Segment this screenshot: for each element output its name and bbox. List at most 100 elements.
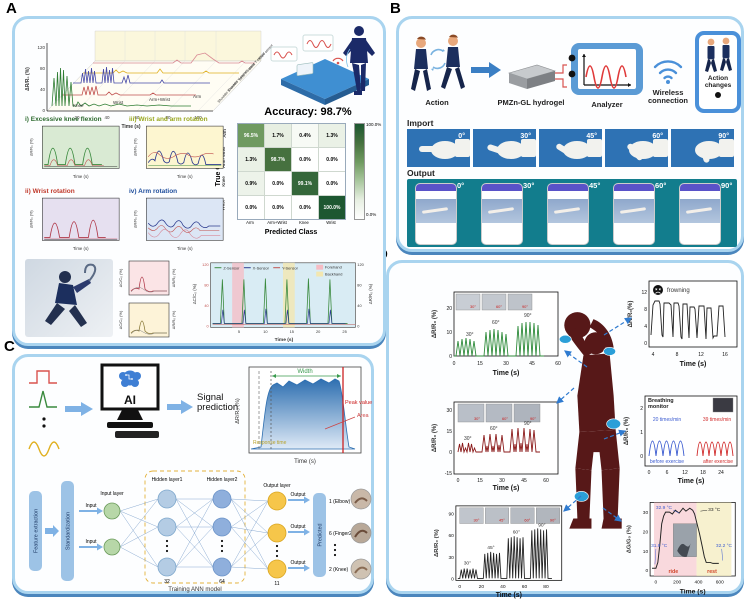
flow-arrow-1 bbox=[471, 62, 501, 78]
cap1-ylabel: ΔC/C₀ (%) bbox=[118, 268, 123, 287]
mini4-ylabel: ΔR/R₀ (%) bbox=[134, 210, 138, 228]
elbow-xtick-45: 45 bbox=[521, 478, 527, 484]
knee-ylabel: ΔR/R₀ (%) bbox=[434, 529, 440, 557]
hidden2-count: 64 bbox=[219, 579, 225, 585]
panel-a-label: A bbox=[6, 0, 17, 17]
wf-xtick-60: 60 bbox=[134, 115, 140, 120]
predicted-dots bbox=[333, 543, 337, 557]
import-angle-3: 60° bbox=[652, 132, 663, 140]
cap1-frame bbox=[128, 260, 170, 296]
mocap-trace-line bbox=[346, 48, 351, 68]
hydrogel-front bbox=[509, 73, 527, 89]
elbow-angle-30: 30° bbox=[464, 436, 472, 442]
cm-grid: 96.5% 1.7% 0.4% 1.3% 1.3% 98.7% 0.0% 0.0… bbox=[237, 123, 346, 220]
knee-xticks: 0 20 40 60 80 bbox=[458, 584, 549, 590]
input-layer-label: Input layer bbox=[100, 491, 124, 497]
cm-collabel-armwrist: Arm+Wrist bbox=[267, 220, 287, 225]
legend-forehand: Forehand bbox=[325, 265, 342, 270]
hidden2-dots bbox=[220, 539, 224, 553]
hydrogel-wire-2 bbox=[555, 78, 567, 88]
signal-yellow-wave bbox=[28, 441, 60, 457]
mini-plot-knee-flexion: i) Excessive knee flexion ΔR/R₀ (%) Time… bbox=[25, 115, 123, 182]
knee-inset-angle-3: 90° bbox=[550, 518, 556, 523]
knee-angle-60: 60° bbox=[513, 529, 520, 535]
elbow-angle-90: 90° bbox=[524, 421, 532, 427]
athlete-head bbox=[59, 271, 71, 283]
swing-right-ticks: 120 80 40 0 bbox=[357, 262, 364, 329]
elbow-inset-angle-0: 30° bbox=[474, 416, 480, 421]
input-signal-glyphs bbox=[28, 370, 60, 457]
wrist-plot: 30° 60° 90° 30° 60° 90° 20 10 0 ΔR/R₀ (%… bbox=[432, 291, 561, 377]
breathing-xtick-12: 12 bbox=[682, 470, 688, 476]
output-angle-4: 90° bbox=[721, 181, 733, 190]
feature-area-label: Area bbox=[357, 413, 370, 419]
elbow-xtick-15: 15 bbox=[477, 478, 483, 484]
knee-xtick-80: 80 bbox=[543, 584, 549, 590]
cap1-curve bbox=[130, 276, 167, 293]
mini2-xlabel: Time (s) bbox=[177, 174, 193, 179]
knee-yticks: 90 60 30 0 bbox=[448, 512, 454, 583]
knee-xlabel: Time (s) bbox=[496, 592, 522, 599]
feature-xlabel: Time (s) bbox=[294, 459, 316, 465]
output-label: Output bbox=[407, 168, 435, 178]
knee-ytick-0: 0 bbox=[451, 576, 454, 582]
breathing-before-rate: 20 times/min bbox=[653, 417, 682, 423]
cm-collabel-arm: Arm bbox=[246, 220, 254, 225]
cm-cell-2-3: 0.0% bbox=[319, 172, 345, 195]
breathing-ytick-2: 2 bbox=[640, 406, 643, 412]
ridge-red bbox=[62, 85, 196, 96]
import-label: Import bbox=[407, 118, 434, 128]
swing-backhand-band bbox=[283, 262, 295, 328]
wf-cat-wrist: Wrist bbox=[113, 100, 124, 105]
cm-cell-2-0: 0.9% bbox=[238, 172, 264, 195]
swing-rtick-40: 40 bbox=[357, 303, 362, 308]
mini1-ylabel: ΔR/R₀ (%) bbox=[30, 138, 34, 156]
breathing-ylabel: ΔR/R₀ (%) bbox=[624, 417, 630, 445]
wf-xtick-100: 100 bbox=[194, 115, 202, 120]
sensor-elbow-chest bbox=[606, 418, 621, 430]
hydrogel-label: PMZn-GL hydrogel bbox=[497, 98, 565, 107]
mini-title-3: ii) Wrist rotation bbox=[25, 188, 75, 195]
ridge-back-pink bbox=[93, 52, 255, 64]
swing-plot: Z-Sensor X-Sensor Y-Sensor Forehand Back… bbox=[192, 262, 373, 343]
knee-angle-45: 45° bbox=[487, 545, 494, 551]
predicted-out-3: 2 (Knee) bbox=[329, 567, 349, 573]
wf-ytick-0: 0 bbox=[42, 108, 45, 113]
frowning-yticks: 12 8 4 0 bbox=[641, 290, 647, 347]
ann-connections bbox=[119, 498, 269, 570]
feature-ylabel: ΔR/R₀ (%) bbox=[235, 398, 241, 424]
knee-curve bbox=[457, 528, 552, 579]
wrist-inset-angle-1: 60° bbox=[496, 304, 502, 309]
signal-wave-1 bbox=[273, 51, 293, 59]
ridge-blue bbox=[73, 66, 210, 85]
athlete-torso bbox=[55, 283, 77, 305]
tablet-device: Action changes bbox=[695, 31, 741, 113]
output-phone-2 bbox=[547, 183, 589, 245]
signal-prediction-label: Signal prediction bbox=[197, 392, 239, 413]
temp-ytick-10: 10 bbox=[643, 549, 649, 555]
feature-area-leader bbox=[324, 416, 356, 430]
signal-card-2 bbox=[302, 34, 334, 52]
knee-inset-angle-1: 45° bbox=[499, 518, 505, 523]
swing-rtick-80: 80 bbox=[357, 282, 362, 287]
mini3-red-curve bbox=[44, 219, 106, 238]
input-node-1 bbox=[103, 502, 121, 520]
cm-collabel-wrist: Wrist bbox=[326, 220, 336, 225]
wrist-xtick-15: 15 bbox=[477, 361, 483, 367]
frowning-xtick-12: 12 bbox=[698, 352, 704, 358]
walking-person-2 bbox=[441, 34, 465, 89]
temp-rest-label: rest bbox=[707, 569, 717, 575]
elbow-insets: 30° 60° 90° bbox=[457, 403, 541, 423]
circular-arrows-icon bbox=[430, 48, 446, 71]
training-box bbox=[144, 470, 246, 584]
output-band: 0° 30° 45° 60° 90° bbox=[407, 179, 737, 247]
cm-cell-2-2: 99.1% bbox=[292, 172, 318, 195]
panel-c: AI Signal prediction Width Area bbox=[12, 354, 374, 594]
cm-cell-3-1: 0.0% bbox=[265, 196, 291, 219]
output-angle-3: 60° bbox=[655, 181, 667, 190]
analyzer-port-1 bbox=[568, 54, 576, 62]
swing-xtick-25: 25 bbox=[342, 329, 347, 334]
tablet-home-dot bbox=[715, 91, 721, 98]
breathing-before-curve bbox=[648, 440, 685, 457]
temp-rest-region bbox=[696, 502, 732, 576]
